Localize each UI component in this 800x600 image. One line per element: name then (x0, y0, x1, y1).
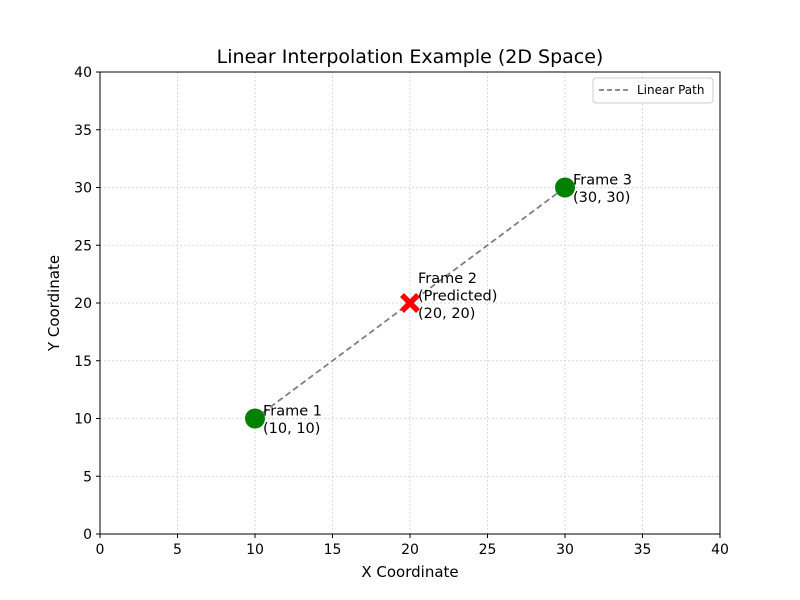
y-tick-label: 40 (74, 65, 92, 81)
grid (99, 71, 721, 535)
y-tick-label: 10 (74, 412, 92, 428)
frame-annotation-line: Frame 2 (418, 271, 477, 287)
y-axis-label: Y Coordinate (45, 255, 63, 352)
x-tick-label: 5 (173, 542, 182, 558)
frame-annotation-line: (20, 20) (418, 306, 475, 322)
frame-annotation-line: (Predicted) (418, 289, 497, 305)
x-tick-label: 25 (479, 542, 497, 558)
y-tick-label: 15 (74, 354, 92, 370)
frame-annotation-line: Frame 1 (263, 404, 322, 420)
frame-annotation-line: (10, 10) (263, 421, 320, 437)
x-tick-label: 15 (324, 542, 342, 558)
x-tick-label: 40 (711, 542, 729, 558)
y-tick-label: 30 (74, 181, 92, 197)
y-tick-label: 0 (83, 527, 92, 543)
legend-label: Linear Path (637, 83, 704, 97)
annotation-layer: Frame 1(10, 10) Frame 2 (Predicted)(20, 20… (263, 173, 632, 438)
tick-layer: 0 5 10 15 20 25 30 35 40 0 5 10 15 20 25 30 35 40 (74, 65, 729, 558)
legend: Linear Path (592, 77, 714, 104)
x-tick-label: 35 (634, 542, 652, 558)
frame-point-3 (555, 177, 575, 198)
x-tick-label: 30 (556, 542, 574, 558)
y-tick-label: 25 (74, 238, 92, 254)
x-tick-label: 10 (246, 542, 264, 558)
frame-point-2 (400, 293, 420, 313)
chart-title: Linear Interpolation Example (2D Space) (217, 46, 604, 68)
x-tick-label: 20 (401, 542, 419, 558)
x-tick-label: 0 (96, 542, 105, 558)
y-tick-label: 35 (74, 123, 92, 139)
frame-annotation-line: (30, 30) (573, 190, 630, 206)
frame-point-1 (245, 408, 265, 429)
frame-annotation-line: Frame 3 (573, 173, 632, 189)
data-point-layer (245, 177, 575, 429)
x-marker-stroke (400, 293, 420, 313)
legend-box (592, 77, 714, 104)
y-tick-label: 20 (74, 296, 92, 312)
x-axis-label: X Coordinate (361, 563, 458, 581)
y-tick-label: 5 (83, 469, 92, 485)
